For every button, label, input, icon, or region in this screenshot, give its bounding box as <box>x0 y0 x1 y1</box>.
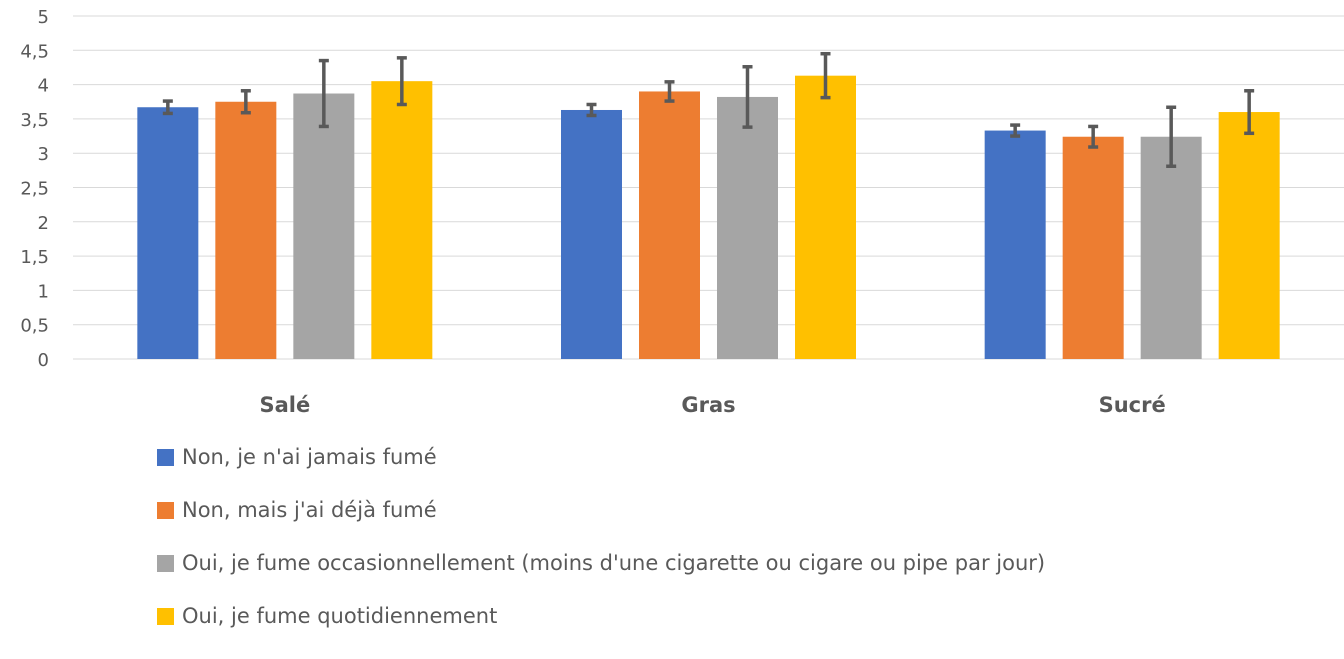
legend-label: Non, mais j'ai déjà fumé <box>182 498 437 522</box>
bar <box>1218 112 1280 359</box>
bar <box>1062 136 1124 359</box>
bar <box>717 96 778 359</box>
bar <box>1140 136 1202 359</box>
legend-label: Non, je n'ai jamais fumé <box>182 445 437 469</box>
bar <box>371 81 433 360</box>
y-tick-label: 0,5 <box>20 316 49 337</box>
legend-swatch <box>157 501 174 519</box>
y-tick-label: 2,5 <box>20 179 49 200</box>
x-category-label: Salé <box>259 393 310 417</box>
legend-label: Oui, je fume occasionnellement (moins d'… <box>182 551 1046 575</box>
bar <box>984 130 1046 359</box>
x-category-label: Sucré <box>1099 393 1166 417</box>
bar <box>293 93 355 359</box>
legend: Non, je n'ai jamais fumé Non, mais j'ai … <box>157 445 1046 659</box>
chart: 0 0,5 1 1,5 2 2,5 3 3,5 4 4,5 5 Salé Gras Sucré Non, … <box>20 7 1344 628</box>
legend-swatch <box>157 607 174 625</box>
legend-item: Non, mais j'ai déjà fumé <box>157 498 1045 522</box>
bar <box>795 75 856 359</box>
legend-swatch <box>157 554 174 572</box>
bar <box>215 101 277 359</box>
y-tick-label: 2 <box>38 213 49 234</box>
bar <box>639 91 700 360</box>
bar <box>137 107 199 359</box>
y-tick-label: 1 <box>38 281 49 302</box>
y-tick-label: 5 <box>38 7 49 28</box>
y-tick-label: 0 <box>38 350 49 371</box>
legend-item: Non, je n'ai jamais fumé <box>157 445 1045 469</box>
legend-item: Oui, je fume occasionnellement (moins d'… <box>157 551 1046 575</box>
y-tick-label: 4 <box>38 76 49 97</box>
legend-swatch <box>157 448 174 466</box>
legend-item: Oui, je fume quotidiennement <box>157 604 1045 628</box>
y-tick-label: 3,5 <box>20 110 49 131</box>
legend-label: Oui, je fume quotidiennement <box>182 604 498 628</box>
y-tick-label: 1,5 <box>20 247 49 268</box>
x-category-label: Gras <box>681 393 735 417</box>
y-tick-label: 4,5 <box>20 41 49 62</box>
bar-chart-plot: 0 0,5 1 1,5 2 2,5 3 3,5 4 4,5 5 Salé Gras Sucré <box>20 7 1344 417</box>
y-tick-label: 3 <box>38 144 49 165</box>
bar <box>561 109 622 360</box>
